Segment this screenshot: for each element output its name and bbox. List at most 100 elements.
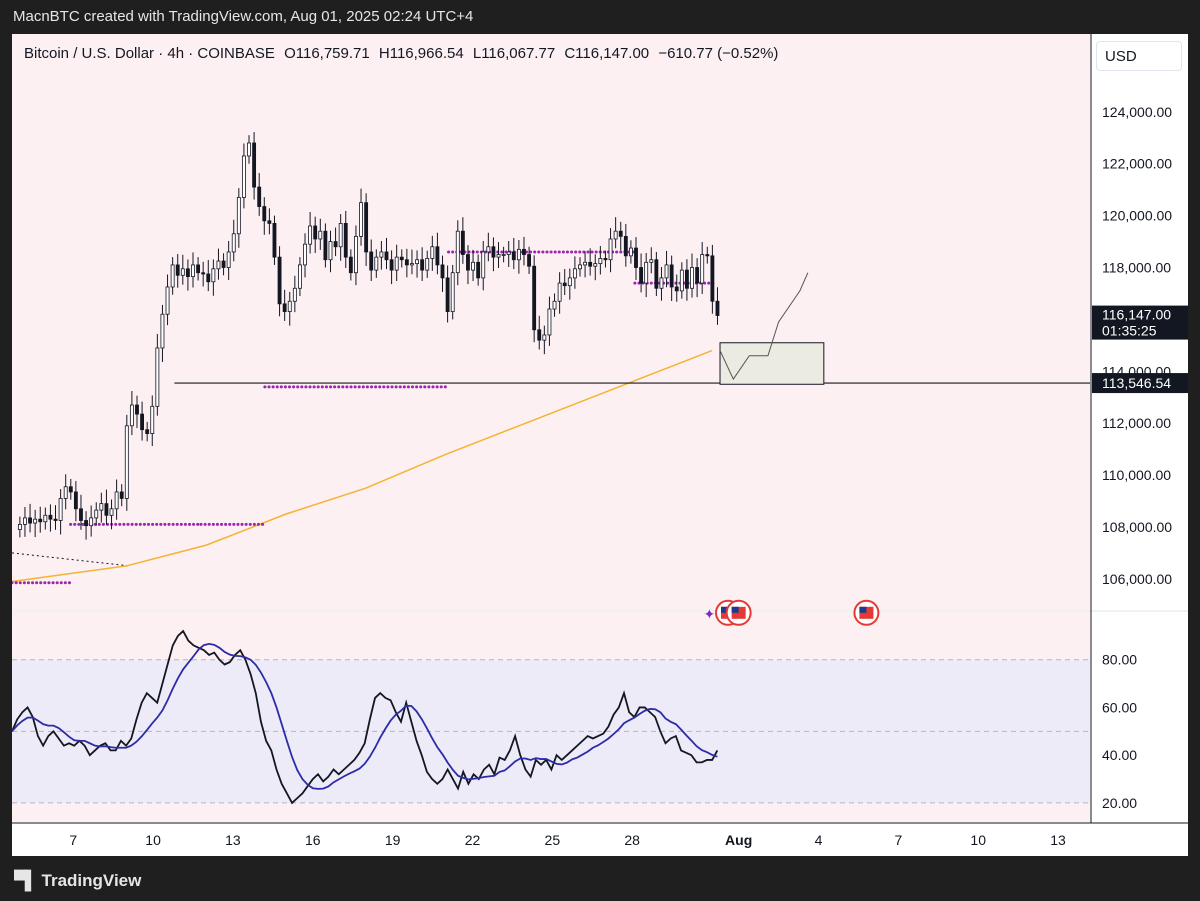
candle bbox=[257, 173, 262, 216]
candle-body bbox=[583, 261, 588, 266]
candle bbox=[583, 251, 588, 278]
us-flag-icon bbox=[725, 599, 752, 626]
candle-body bbox=[17, 523, 22, 530]
candle-body bbox=[506, 251, 511, 255]
candle bbox=[272, 215, 277, 265]
candle bbox=[323, 223, 328, 268]
candle-body bbox=[201, 272, 206, 275]
candle bbox=[410, 249, 414, 275]
candle bbox=[241, 143, 246, 209]
candle-body bbox=[644, 261, 649, 284]
price-tick-label: 112,000.00 bbox=[1102, 415, 1171, 431]
chart-canvas[interactable]: 126,000.00124,000.00122,000.00120,000.00… bbox=[12, 34, 1188, 856]
symbol-label: Bitcoin / U.S. Dollar · 4h · COINBASE bbox=[24, 45, 275, 62]
currency-button[interactable]: USD bbox=[1096, 41, 1182, 71]
support-price-label: 113,546.54 bbox=[1102, 375, 1171, 391]
candle bbox=[333, 227, 338, 257]
candle-body bbox=[639, 267, 644, 284]
candle bbox=[53, 505, 58, 530]
rsi-tick-label: 60.00 bbox=[1102, 699, 1137, 715]
candle-body bbox=[221, 260, 226, 268]
candle bbox=[262, 197, 267, 235]
candle-body bbox=[628, 247, 633, 257]
candle bbox=[532, 255, 537, 343]
candle bbox=[226, 241, 231, 280]
candle-body bbox=[404, 259, 409, 266]
candle bbox=[471, 249, 475, 282]
candle-body bbox=[705, 254, 710, 257]
change-value: −610.77 (−0.52%) bbox=[658, 45, 779, 62]
price-tick-label: 118,000.00 bbox=[1102, 260, 1171, 276]
candle bbox=[79, 494, 83, 530]
candle bbox=[313, 216, 318, 253]
candle-body bbox=[516, 248, 521, 261]
candle-body bbox=[73, 491, 78, 510]
support-price-tag bbox=[1092, 373, 1188, 394]
candle bbox=[542, 325, 547, 355]
candle-body bbox=[79, 508, 83, 521]
candle bbox=[160, 304, 165, 362]
candle bbox=[679, 262, 684, 299]
candle-body bbox=[532, 265, 537, 331]
candle-body bbox=[700, 254, 705, 284]
candle-body bbox=[282, 303, 287, 313]
candle-body bbox=[425, 258, 430, 271]
candle-body bbox=[669, 264, 674, 288]
candle-body bbox=[343, 223, 348, 258]
candle-body bbox=[471, 261, 475, 271]
candle bbox=[603, 250, 608, 268]
time-tick-label: 10 bbox=[970, 832, 986, 848]
rsi-line bbox=[12, 629, 719, 805]
flag-canton bbox=[731, 606, 739, 613]
candle bbox=[165, 274, 170, 326]
candle-body bbox=[23, 517, 27, 525]
candle bbox=[557, 272, 562, 314]
candle bbox=[623, 223, 628, 267]
candle bbox=[135, 395, 139, 429]
chart-frame[interactable]: 126,000.00124,000.00122,000.00120,000.00… bbox=[12, 34, 1188, 856]
attribution-bar: MacnBTC created with TradingView.com, Au… bbox=[0, 0, 1200, 34]
candle-body bbox=[99, 503, 104, 511]
candle bbox=[308, 211, 313, 254]
candle bbox=[89, 505, 94, 537]
flag-canton bbox=[721, 606, 729, 613]
candle-body bbox=[501, 254, 506, 256]
candle bbox=[292, 275, 297, 313]
tradingview-logo[interactable]: ▀▌ TradingView bbox=[14, 870, 141, 891]
candle bbox=[700, 242, 705, 294]
candle-body bbox=[119, 491, 124, 499]
candle bbox=[394, 244, 399, 282]
candle bbox=[303, 233, 307, 278]
candle bbox=[710, 244, 715, 314]
candle-body bbox=[89, 517, 94, 527]
candle-body bbox=[649, 259, 654, 263]
candle-body bbox=[226, 251, 231, 268]
candle-body bbox=[267, 220, 272, 224]
candle bbox=[364, 193, 369, 266]
tradingview-brand-label: TradingView bbox=[41, 870, 142, 890]
candle-body bbox=[287, 300, 292, 313]
rsi-band bbox=[12, 659, 1090, 803]
candle-body bbox=[58, 498, 63, 521]
candle-body bbox=[241, 155, 246, 198]
candle-body bbox=[170, 264, 175, 288]
low-value: L116,067.77 bbox=[472, 45, 556, 62]
candle bbox=[654, 251, 659, 297]
last-price-tag bbox=[1092, 305, 1188, 340]
time-tick-label: 28 bbox=[624, 832, 640, 848]
candle bbox=[99, 492, 104, 523]
candle-body bbox=[552, 300, 557, 310]
candle-body bbox=[374, 256, 379, 271]
projection-path bbox=[719, 272, 809, 381]
candle-body bbox=[160, 313, 165, 349]
candle bbox=[537, 315, 542, 350]
time-tick-label: Aug bbox=[725, 832, 752, 848]
candle-body bbox=[603, 258, 608, 261]
candle-body bbox=[659, 277, 664, 289]
candle-body bbox=[135, 404, 139, 415]
candle-body bbox=[399, 256, 404, 261]
candle bbox=[649, 247, 654, 274]
time-tick-label: 16 bbox=[305, 832, 321, 848]
candle-body bbox=[440, 264, 445, 279]
candle-body bbox=[180, 268, 185, 276]
